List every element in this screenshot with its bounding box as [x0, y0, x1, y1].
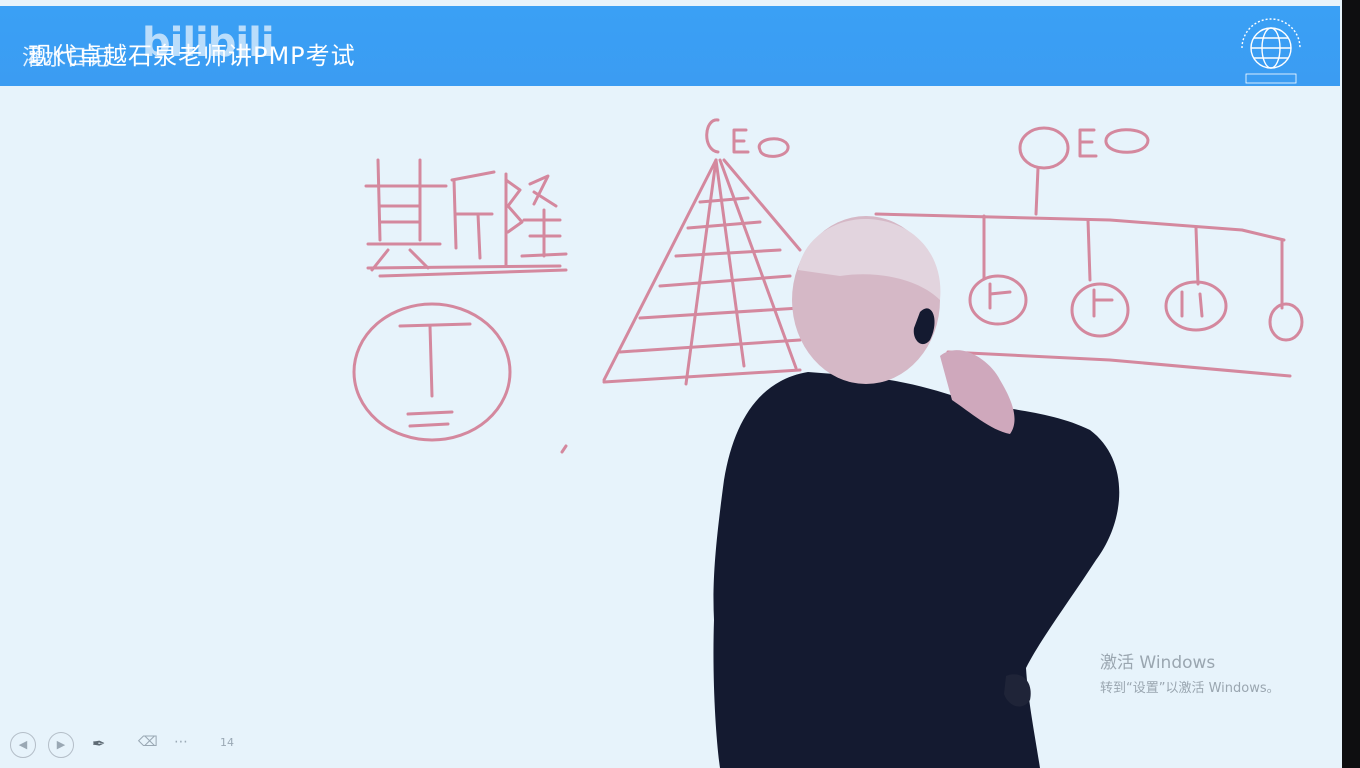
presenter-hand: [1004, 674, 1031, 707]
channel-watermark: 灌水日记: [22, 46, 111, 71]
presenter-arm: [940, 350, 1015, 434]
slide-number: 14: [220, 736, 234, 749]
windows-activation-watermark: 激活 Windows 转到“设置”以激活 Windows。: [1100, 648, 1280, 696]
circled-letter-t: [352, 302, 568, 454]
whiteboard-canvas: [0, 86, 1342, 768]
header-banner: 灌水日记 bilibili 现代卓越石泉老师讲PMP考试: [0, 6, 1340, 86]
flat-org-chart: [874, 126, 1304, 378]
globe-logo-icon: [1241, 18, 1301, 84]
screen-edge: [1342, 0, 1360, 768]
presenter-hair: [798, 219, 941, 300]
pyramid-org-chart: [602, 118, 802, 386]
course-title: 现代卓越石泉老师讲PMP考试: [28, 42, 356, 70]
bilibili-watermark: bilibili: [142, 20, 275, 66]
prev-slide-button[interactable]: ◀: [10, 732, 36, 758]
next-slide-button[interactable]: ▶: [48, 732, 74, 758]
presenter-ear: [913, 308, 935, 345]
menu-icon[interactable]: ⋯: [174, 734, 188, 750]
activation-subtitle: 转到“设置”以激活 Windows。: [1100, 681, 1280, 696]
handwriting-layer: [352, 118, 1304, 454]
eraser-icon[interactable]: ⌫: [138, 734, 158, 750]
handwritten-word-sloan: [364, 158, 568, 278]
presenter-body: [713, 372, 1120, 768]
activation-title: 激活 Windows: [1100, 653, 1216, 673]
pen-icon[interactable]: ✒: [92, 734, 106, 753]
